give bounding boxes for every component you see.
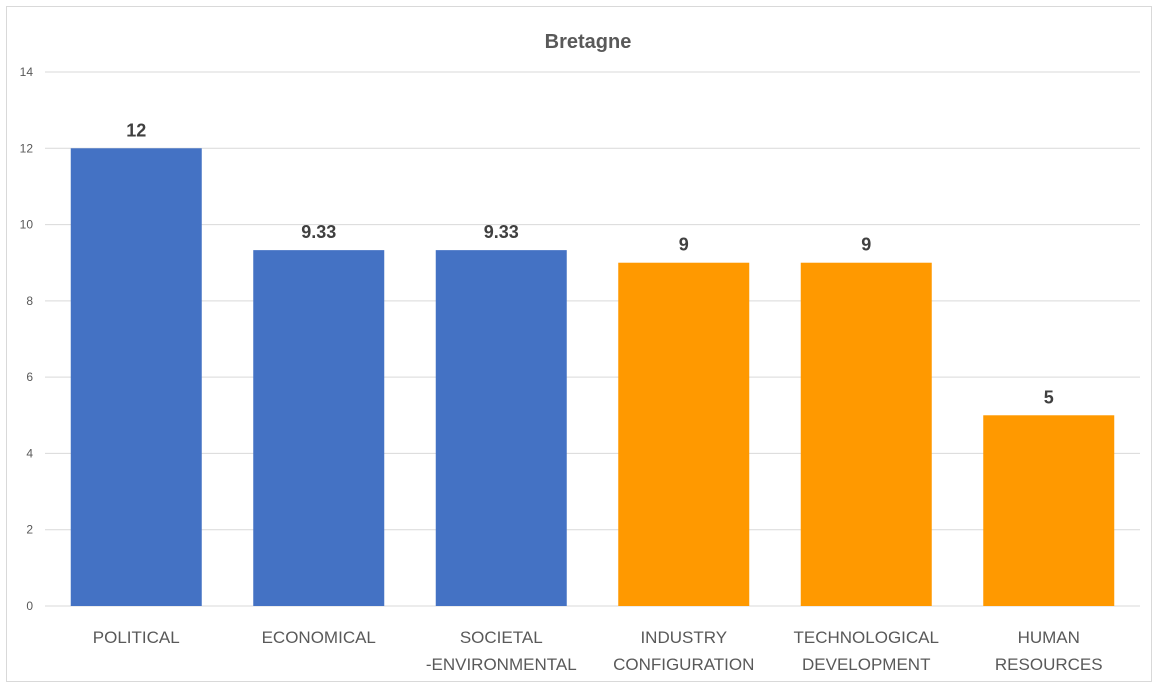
y-tick-label: 14 bbox=[20, 65, 34, 79]
x-tick-label: CONFIGURATION bbox=[613, 655, 754, 674]
gridlines bbox=[45, 71, 1140, 607]
data-label: 5 bbox=[1044, 387, 1054, 407]
data-label: 9.33 bbox=[301, 222, 336, 242]
x-tick-label: SOCIETAL bbox=[460, 628, 543, 647]
x-tick-label: ECONOMICAL bbox=[262, 628, 376, 647]
y-tick-label: 10 bbox=[20, 218, 34, 232]
bar bbox=[800, 262, 932, 606]
y-tick-label: 2 bbox=[26, 523, 33, 537]
x-tick-label: HUMAN bbox=[1018, 628, 1080, 647]
x-tick-label: POLITICAL bbox=[93, 628, 180, 647]
x-axis-ticks: POLITICAL ECONOMICAL SOCIETAL -ENVIRONMENTA… bbox=[93, 628, 1103, 674]
data-label: 12 bbox=[126, 120, 146, 140]
x-tick-label: DEVELOPMENT bbox=[802, 655, 930, 674]
y-tick-label: 0 bbox=[26, 599, 33, 613]
x-tick-label: RESOURCES bbox=[995, 655, 1103, 674]
x-tick-label: INDUSTRY bbox=[640, 628, 727, 647]
bar bbox=[983, 415, 1115, 606]
y-tick-label: 4 bbox=[26, 446, 33, 460]
data-label: 9 bbox=[679, 235, 689, 255]
bar bbox=[253, 250, 385, 606]
x-tick-label: TECHNOLOGICAL bbox=[794, 628, 939, 647]
bar bbox=[70, 148, 202, 607]
x-tick-label: -ENVIRONMENTAL bbox=[426, 655, 577, 674]
bars bbox=[70, 148, 1115, 607]
y-tick-label: 6 bbox=[26, 370, 33, 384]
y-tick-label: 8 bbox=[26, 294, 33, 308]
chart-title: Bretagne bbox=[545, 31, 632, 53]
y-axis-ticks: 0 2 4 6 8 10 12 14 bbox=[20, 65, 34, 613]
bar bbox=[435, 250, 567, 606]
data-label: 9 bbox=[861, 235, 871, 255]
bar bbox=[618, 262, 750, 606]
data-labels: 12 9.33 9.33 9 9 5 bbox=[126, 120, 1054, 407]
y-tick-label: 12 bbox=[20, 141, 34, 155]
data-label: 9.33 bbox=[484, 222, 519, 242]
